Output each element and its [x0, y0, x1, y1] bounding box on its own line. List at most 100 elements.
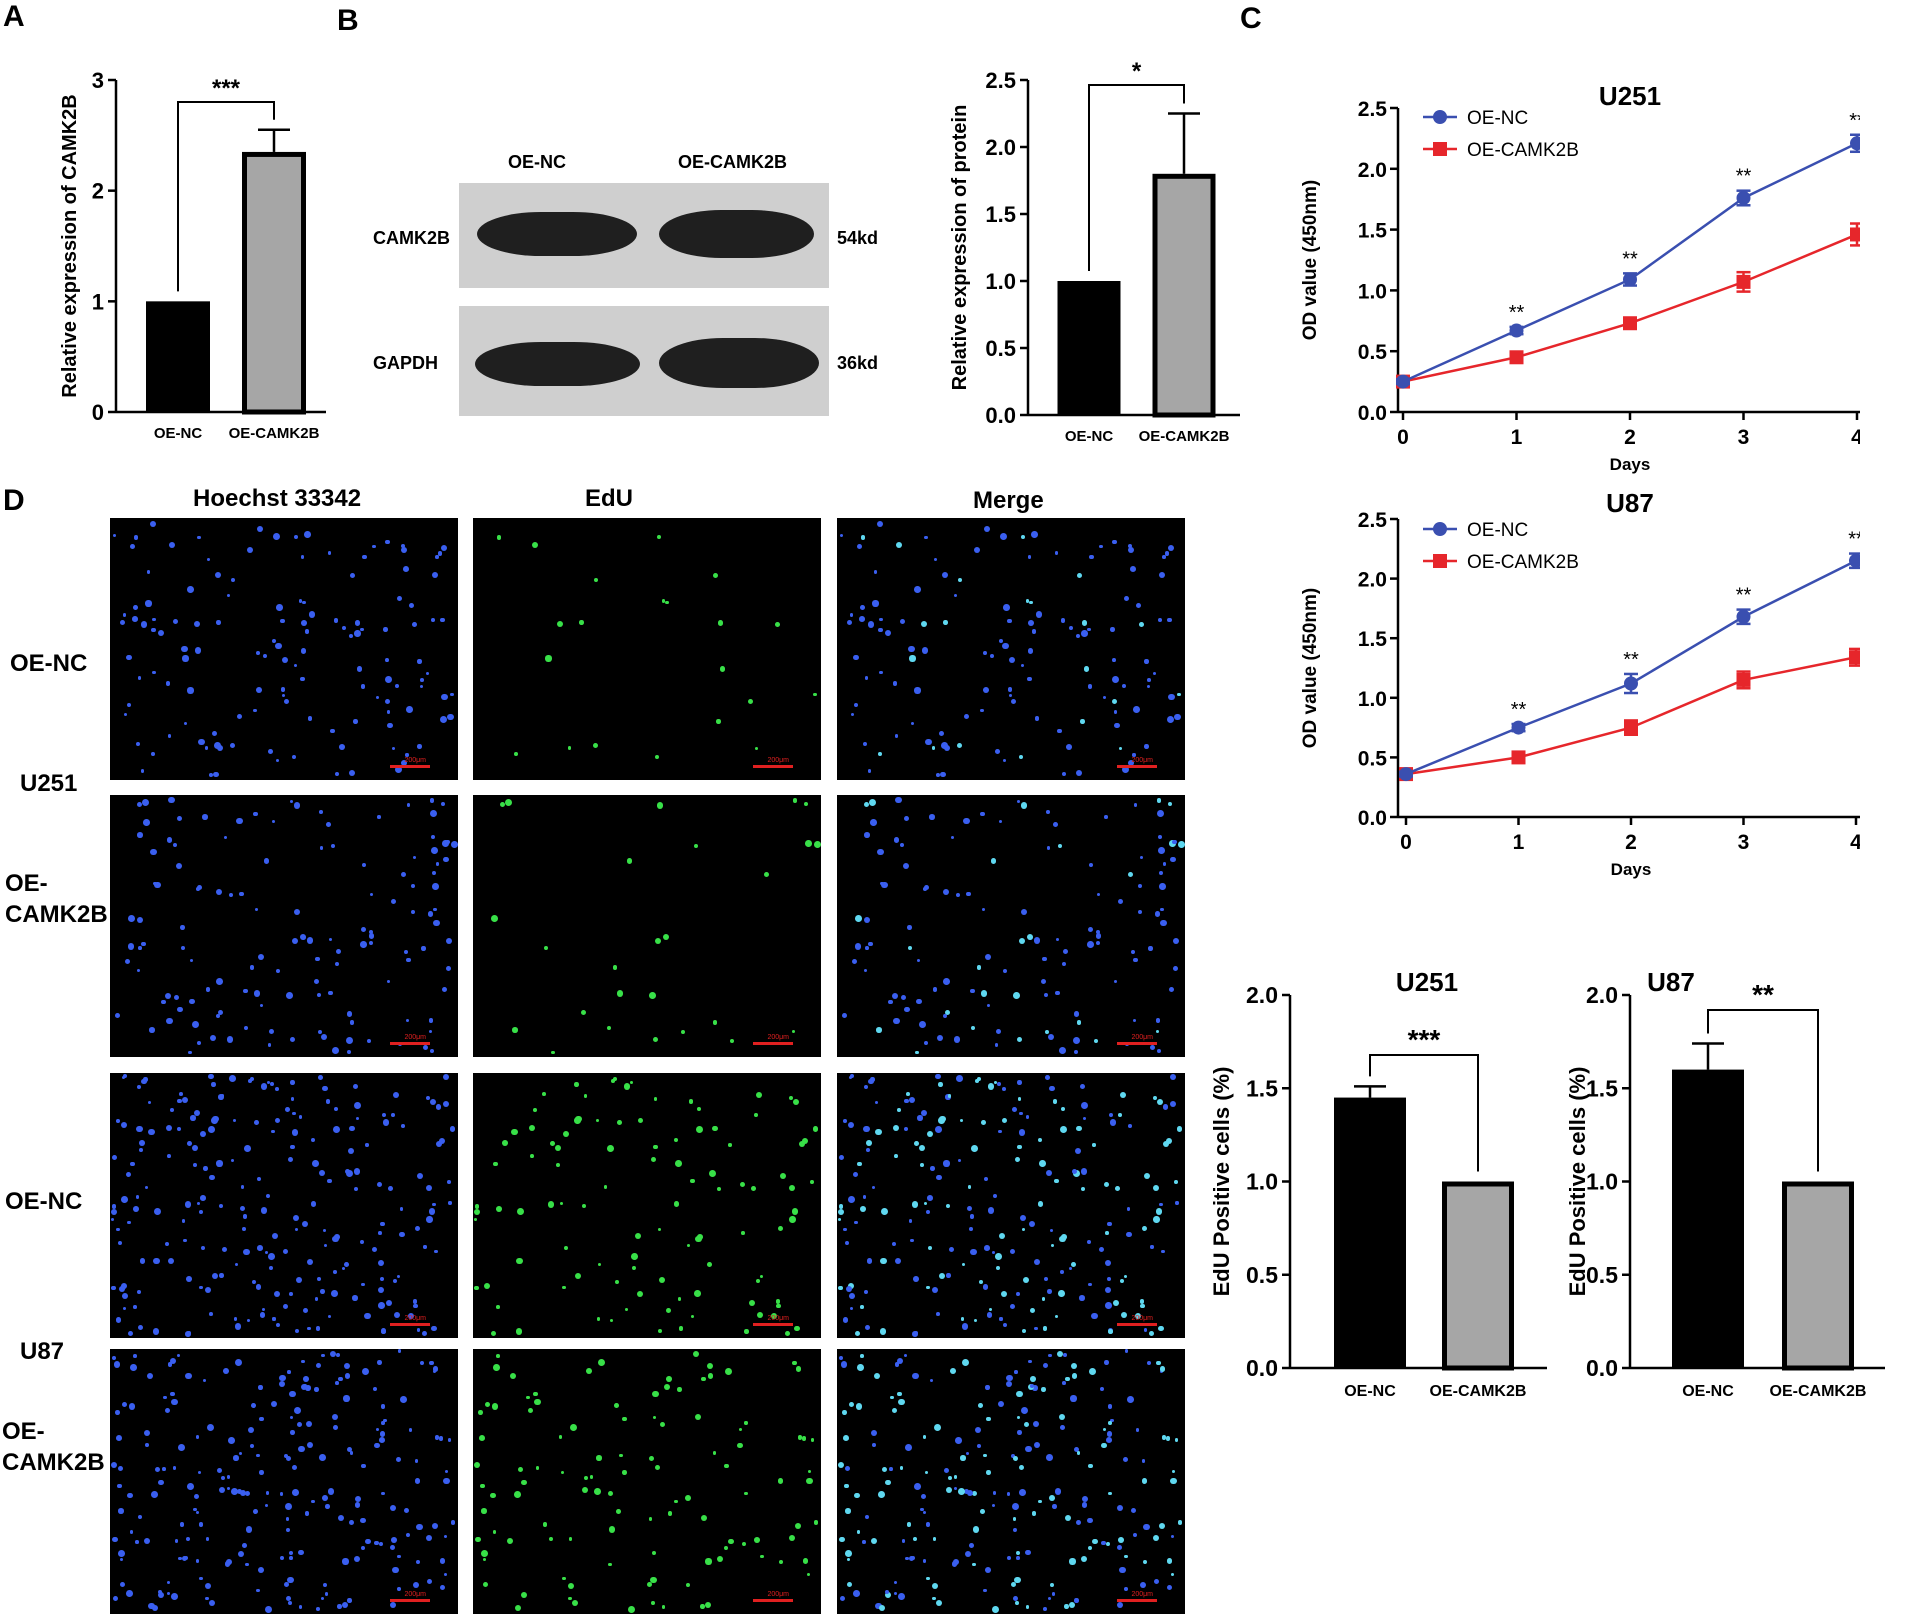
- cell-nucleus: [166, 1018, 173, 1025]
- cell-nucleus: [1152, 1185, 1159, 1192]
- cell-nucleus: [426, 1216, 433, 1223]
- cell-nucleus: [118, 1549, 125, 1557]
- cell-nucleus: [1178, 840, 1185, 848]
- significance-bracket: [1369, 1054, 1479, 1172]
- cell-nucleus: [1162, 862, 1167, 866]
- cell-nucleus: [1019, 1215, 1026, 1222]
- cell-nucleus: [789, 1095, 794, 1100]
- cell-nucleus: [346, 1036, 354, 1044]
- cell-nucleus: [1008, 693, 1012, 697]
- cell-nucleus: [141, 799, 149, 807]
- cell-nucleus: [405, 705, 413, 713]
- cell-nucleus: [335, 961, 340, 967]
- cell-nucleus: [247, 1426, 254, 1434]
- cell-nucleus: [1135, 1312, 1142, 1319]
- cell-nucleus: [1095, 933, 1102, 940]
- cell-nucleus: [1157, 810, 1165, 818]
- cell-nucleus: [151, 627, 157, 633]
- cell-nucleus: [319, 846, 324, 850]
- cell-nucleus: [1155, 1208, 1163, 1215]
- cell-nucleus: [942, 1013, 948, 1019]
- cell-nucleus: [192, 1020, 199, 1028]
- cell-nucleus: [123, 1306, 127, 1311]
- cell-nucleus: [243, 1145, 251, 1152]
- cell-nucleus: [1117, 1537, 1124, 1543]
- cell-nucleus: [162, 1467, 166, 1471]
- cell-nucleus: [1018, 1111, 1023, 1116]
- cell-nucleus: [991, 1503, 996, 1507]
- cell-nucleus: [1124, 1349, 1128, 1353]
- cell-nucleus: [395, 1456, 402, 1462]
- cell-nucleus: [528, 1407, 534, 1413]
- cell-nucleus: [1132, 1018, 1136, 1022]
- cell-nucleus: [977, 1076, 982, 1081]
- cell-nucleus: [756, 1092, 763, 1099]
- cell-nucleus: [314, 1387, 319, 1392]
- cell-nucleus: [434, 1249, 438, 1253]
- cell-nucleus: [581, 1203, 586, 1209]
- cell-nucleus: [757, 1312, 764, 1319]
- cell-nucleus: [423, 1044, 429, 1050]
- cell-nucleus: [865, 946, 869, 950]
- cell-nucleus: [144, 1185, 148, 1189]
- cell-nucleus: [925, 1521, 931, 1527]
- cell-nucleus: [867, 621, 875, 628]
- cell-nucleus: [866, 1147, 870, 1152]
- cell-nucleus: [439, 716, 447, 724]
- x-category-label: OE-CAMK2B: [1430, 1383, 1527, 1400]
- data-point-oe-camk2b: [1511, 750, 1526, 765]
- cell-nucleus: [878, 1490, 886, 1498]
- cell-nucleus: [376, 815, 381, 819]
- cell-nucleus: [1028, 620, 1035, 627]
- cell-nucleus: [879, 881, 884, 886]
- cell-nucleus: [1054, 990, 1060, 996]
- cell-nucleus: [929, 814, 935, 820]
- cell-nucleus: [349, 1451, 354, 1455]
- cell-nucleus: [198, 738, 205, 746]
- cell-nucleus: [1017, 1080, 1022, 1085]
- cell-nucleus: [229, 1075, 236, 1083]
- cell-nucleus: [1119, 1567, 1126, 1574]
- cell-nucleus: [248, 1079, 253, 1083]
- cell-nucleus: [724, 1464, 729, 1469]
- cell-nucleus: [1110, 1418, 1114, 1423]
- y-axis-label: OD value (450nm): [1300, 588, 1321, 749]
- cell-nucleus: [391, 898, 397, 904]
- cell-nucleus: [896, 1108, 901, 1112]
- cell-nucleus: [932, 987, 938, 992]
- cell-nucleus: [392, 1567, 399, 1574]
- cell-nucleus: [1108, 1421, 1112, 1425]
- cell-nucleus: [1028, 1359, 1032, 1364]
- cell-nucleus: [344, 1169, 350, 1175]
- cell-nucleus: [843, 1119, 847, 1124]
- cell-nucleus: [1060, 1424, 1066, 1430]
- cell-nucleus: [490, 1492, 496, 1499]
- cell-nucleus: [905, 1557, 909, 1561]
- cell-nucleus: [253, 811, 259, 817]
- cell-nucleus: [1025, 1114, 1030, 1119]
- cell-nucleus: [124, 713, 128, 717]
- cell-nucleus: [1039, 1160, 1047, 1167]
- cell-nucleus: [1101, 1540, 1107, 1546]
- cell-nucleus: [986, 1003, 991, 1008]
- cell-nucleus: [1017, 1430, 1022, 1435]
- cell-nucleus: [554, 1145, 561, 1152]
- y-axis-label: Relative expression of CAMK2B: [59, 94, 81, 397]
- cell-nucleus: [1171, 1469, 1175, 1473]
- cell-nucleus: [857, 1161, 863, 1167]
- cell-nucleus: [405, 753, 409, 757]
- cell-nucleus: [1161, 1435, 1167, 1441]
- cell-nucleus: [960, 1455, 966, 1461]
- cell-nucleus: [1088, 1282, 1092, 1286]
- cell-nucleus: [690, 1314, 695, 1319]
- cell-nucleus: [557, 620, 564, 628]
- cell-nucleus: [307, 1258, 314, 1265]
- cell-nucleus: [930, 1166, 936, 1171]
- cell-nucleus: [1163, 1104, 1169, 1110]
- cell-nucleus: [1096, 892, 1101, 896]
- cell-nucleus: [882, 1467, 888, 1473]
- cell-nucleus: [496, 1354, 500, 1358]
- cell-nucleus: [196, 884, 202, 890]
- cell-nucleus: [443, 1100, 450, 1107]
- cell-nucleus: [1080, 1555, 1088, 1563]
